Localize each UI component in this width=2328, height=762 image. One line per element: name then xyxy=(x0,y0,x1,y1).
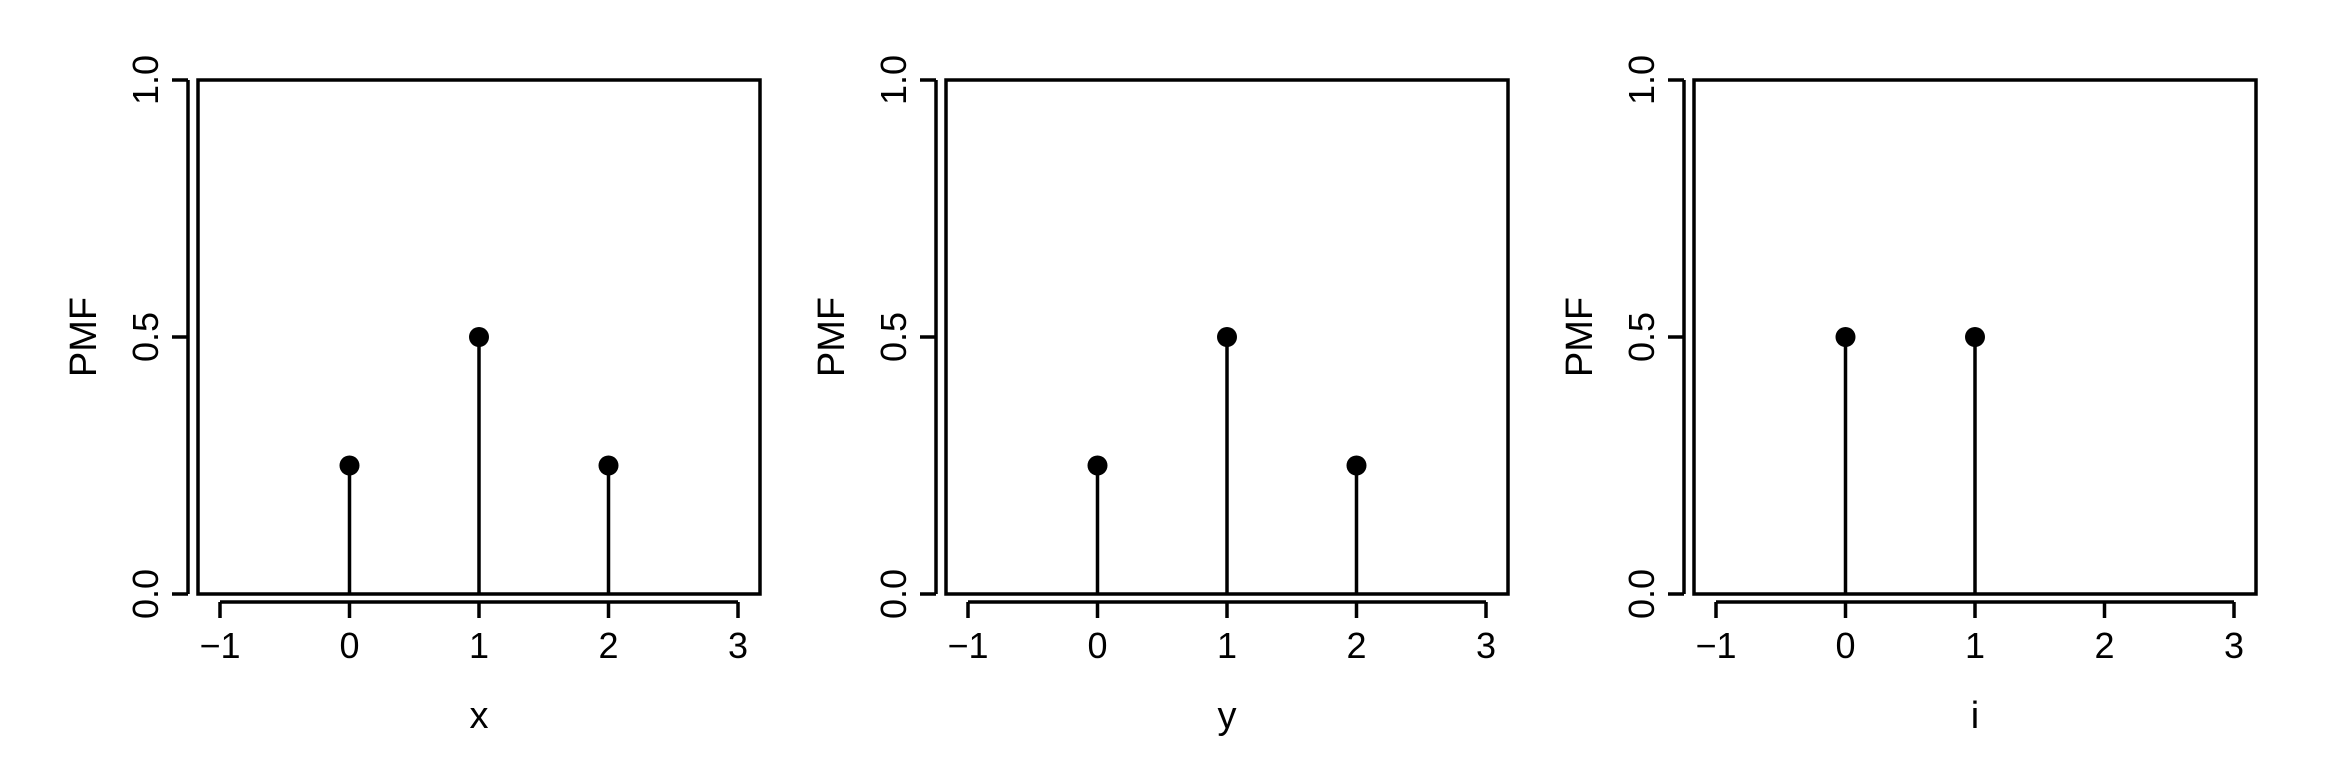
pmf-point xyxy=(1217,327,1237,347)
x-tick-label: 1 xyxy=(1965,625,1985,666)
x-tick-label: 2 xyxy=(2094,625,2114,666)
x-tick-label: −1 xyxy=(947,625,988,666)
pmf-point xyxy=(469,327,489,347)
x-axis-title: x xyxy=(470,695,489,737)
x-tick-label: 3 xyxy=(728,625,748,666)
y-axis-title: PMF xyxy=(1559,297,1601,377)
pmf-point xyxy=(1835,327,1856,347)
x-tick-label: −1 xyxy=(1695,625,1736,666)
y-axis-title: PMF xyxy=(811,297,853,377)
x-tick-label: 1 xyxy=(1217,625,1237,666)
pmf-point xyxy=(339,455,360,476)
pmf-point xyxy=(1965,327,1985,347)
y-tick-label: 0.0 xyxy=(873,569,914,619)
chart-panel-1: −1 0 1 2 3 0.0 0.5 1.0 x PMF xyxy=(63,55,762,737)
y-tick-label: 1.0 xyxy=(873,55,914,105)
x-tick-label: −1 xyxy=(199,625,240,666)
pmf-point xyxy=(1087,455,1108,476)
y-axis-title: PMF xyxy=(63,297,105,377)
y-tick-label: 0.5 xyxy=(125,312,166,362)
x-axis-title: y xyxy=(1218,695,1237,737)
x-tick-label: 2 xyxy=(1346,625,1366,666)
x-tick-label: 3 xyxy=(2224,625,2244,666)
chart-panel-3: −1 0 1 2 3 0.0 0.5 1.0 i PMF xyxy=(1559,55,2258,737)
x-tick-label: 2 xyxy=(598,625,618,666)
pmf-point xyxy=(1346,455,1367,476)
x-tick-label: 0 xyxy=(339,625,359,666)
chart-panel-2: −1 0 1 2 3 0.0 0.5 1.0 y PMF xyxy=(811,55,1510,737)
x-tick-label: 3 xyxy=(1476,625,1496,666)
x-axis-title: i xyxy=(1971,695,1979,737)
x-tick-label: 0 xyxy=(1087,625,1107,666)
pmf-point xyxy=(598,455,619,476)
y-tick-label: 0.5 xyxy=(873,312,914,362)
y-tick-label: 0.0 xyxy=(1621,569,1662,619)
y-tick-label: 1.0 xyxy=(1621,55,1662,105)
y-tick-label: 0.5 xyxy=(1621,312,1662,362)
y-tick-label: 0.0 xyxy=(125,569,166,619)
x-tick-label: 1 xyxy=(469,625,489,666)
x-tick-label: 0 xyxy=(1835,625,1855,666)
y-tick-label: 1.0 xyxy=(125,55,166,105)
